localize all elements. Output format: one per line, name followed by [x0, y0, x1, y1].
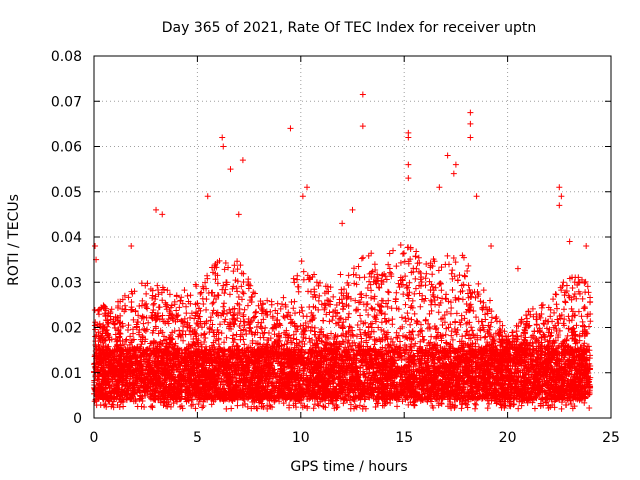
x-tick-label: 20	[499, 430, 517, 446]
x-tick-labels: 0 5 10 15 20 25	[90, 430, 620, 446]
data-point	[339, 220, 346, 227]
x-tick-label: 10	[292, 430, 310, 446]
data-point	[467, 134, 474, 141]
y-tick-label: 0.04	[51, 230, 82, 246]
data-point	[405, 161, 412, 168]
data-point	[467, 109, 474, 116]
data-point	[444, 152, 451, 159]
data-point	[467, 120, 474, 127]
y-axis-label: ROTI / TECUs	[6, 194, 22, 286]
data-point	[204, 193, 211, 200]
data-point	[488, 243, 495, 250]
data-point	[235, 211, 242, 218]
data-point	[359, 91, 366, 98]
data-point	[556, 184, 563, 191]
chart-title: Day 365 of 2021, Rate Of TEC Index for r…	[162, 20, 537, 36]
data-point	[153, 206, 160, 213]
y-tick-label: 0.02	[51, 321, 82, 337]
y-tick-label: 0.03	[51, 275, 82, 291]
data-point	[159, 211, 166, 218]
y-tick-label: 0	[73, 411, 82, 427]
y-tick-labels: 0 0.01 0.02 0.03 0.04 0.05 0.06 0.07 0.08	[51, 49, 82, 427]
data-point	[220, 143, 227, 150]
data-point	[583, 243, 590, 250]
data-point	[299, 193, 306, 200]
data-point	[473, 193, 480, 200]
data-points	[91, 91, 594, 412]
x-tick-label: 0	[90, 430, 99, 446]
data-point	[405, 175, 412, 182]
data-point	[514, 265, 521, 272]
data-point	[452, 161, 459, 168]
data-point	[227, 166, 234, 173]
x-tick-label: 5	[193, 430, 202, 446]
x-tick-label: 15	[395, 430, 413, 446]
x-tick-label: 25	[602, 430, 620, 446]
y-tick-label: 0.06	[51, 140, 82, 156]
axis-ticks	[93, 55, 612, 419]
data-point	[405, 134, 412, 141]
data-point	[436, 184, 443, 191]
y-tick-label: 0.01	[51, 366, 82, 382]
x-axis-label: GPS time / hours	[290, 459, 407, 475]
data-point	[287, 125, 294, 132]
y-tick-label: 0.07	[51, 94, 82, 110]
data-point	[304, 184, 311, 191]
y-tick-label: 0.05	[51, 185, 82, 201]
data-point	[566, 238, 573, 245]
data-point-cloud	[91, 241, 594, 412]
data-point	[558, 193, 565, 200]
data-point	[359, 123, 366, 130]
data-point	[349, 206, 356, 213]
data-point	[128, 243, 135, 250]
data-point	[450, 170, 457, 177]
grid-lines	[94, 56, 611, 418]
y-tick-label: 0.08	[51, 49, 82, 65]
data-point	[239, 157, 246, 164]
data-point	[556, 202, 563, 209]
data-point	[219, 134, 226, 141]
data-point	[92, 243, 99, 250]
